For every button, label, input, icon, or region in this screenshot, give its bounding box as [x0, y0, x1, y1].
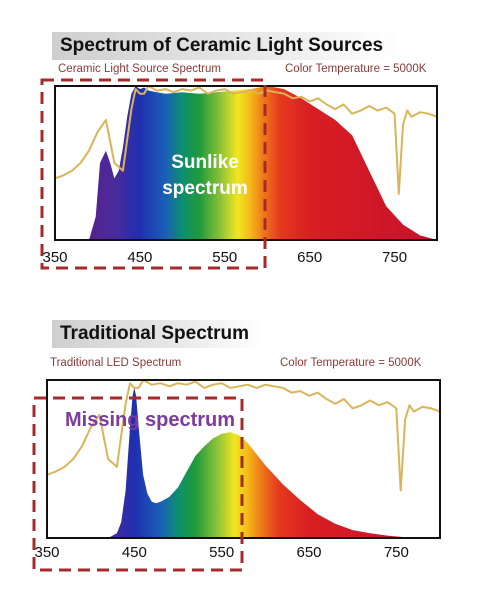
chart-subtitle-right: Color Temperature = 5000K	[280, 357, 422, 369]
chart-title: Spectrum of Ceramic Light Sources	[52, 32, 398, 60]
highlight-box	[40, 78, 267, 270]
chart-panel-traditional: Traditional Spectrum Traditional LED Spe…	[0, 300, 482, 590]
x-tick-label: 450	[122, 544, 147, 561]
spectrum-chart-ceramic: 350 450 550 650 750 Sunlike spectrum	[40, 78, 438, 270]
x-tick-label: 650	[296, 544, 321, 561]
chart-subtitle-right: Color Temperature = 5000K	[285, 63, 427, 75]
annotation-label: Sunlike	[171, 152, 239, 173]
plot-frame	[54, 85, 438, 241]
chart-subtitle-left: Ceramic Light Source Spectrum	[58, 63, 221, 75]
chart-title: Traditional Spectrum	[52, 320, 263, 348]
x-tick-label: 550	[212, 249, 237, 266]
x-tick-label: 750	[382, 249, 407, 266]
x-tick-label: 450	[127, 249, 152, 266]
x-tick-label: 750	[384, 544, 409, 561]
x-tick-label: 650	[297, 249, 322, 266]
chart-subtitle-left: Traditional LED Spectrum	[50, 357, 182, 369]
x-tick-label: 350	[34, 544, 59, 561]
highlight-box	[32, 396, 244, 572]
annotation-label: spectrum	[162, 178, 248, 199]
annotation-label: Missing spectrum	[65, 409, 235, 431]
spectrum-area	[55, 86, 437, 240]
x-tick-label: 550	[209, 544, 234, 561]
spectrum-chart-traditional: 350 450 550 650 750 Missing spectrum	[32, 379, 441, 572]
x-tick-label: 350	[42, 249, 67, 266]
sunlight-reference-line	[46, 379, 441, 492]
sunlight-reference-line	[54, 85, 438, 195]
chart-panel-ceramic: Spectrum of Ceramic Light Sources Cerami…	[0, 0, 482, 290]
